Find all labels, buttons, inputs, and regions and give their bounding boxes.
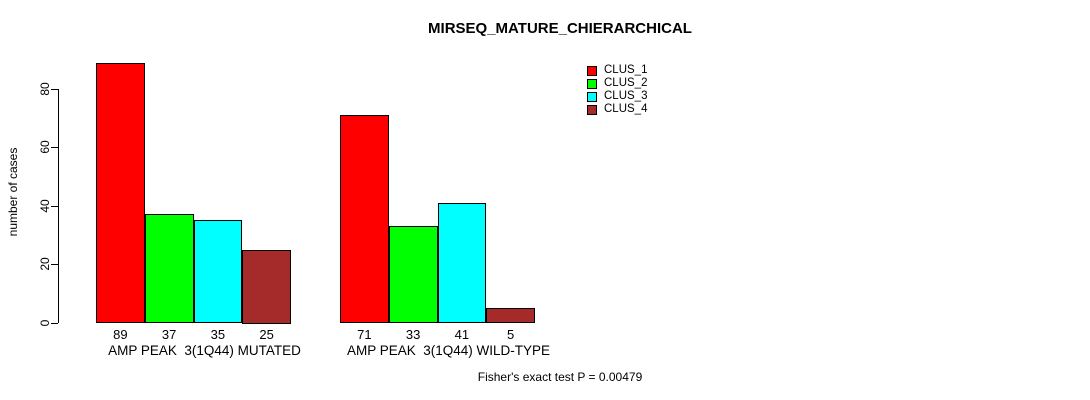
bar-value-label: 41 [454,327,470,342]
bar-value-label: 71 [357,327,372,342]
legend-swatch-clus_2 [587,78,597,89]
legend: CLUS_1 CLUS_2 CLUS_3 CLUS_4 [587,64,647,116]
bar-value-label: 33 [405,327,421,342]
bar-clus_3-group1 [193,220,243,324]
bar-clus_2-group1 [144,214,194,324]
legend-item: CLUS_4 [587,103,647,116]
y-axis-tick-label: 20 [38,257,52,271]
x-axis-group-label: AMP PEAK 3(1Q44) MUTATED [108,343,301,358]
y-axis-tick-label: 40 [38,199,52,213]
y-axis-tick [51,147,58,149]
y-axis-tick-label: 80 [38,82,52,96]
bar-clus_4-group2 [486,307,535,324]
bar-value-label: 89 [113,327,128,342]
y-axis-tick [51,264,58,266]
legend-label: CLUS_3 [604,90,648,102]
legend-item: CLUS_2 [587,77,647,90]
legend-swatch-clus_1 [587,65,597,76]
legend-label: CLUS_1 [604,64,648,76]
legend-swatch-clus_3 [587,91,597,102]
y-axis-tick-label: 60 [38,140,52,154]
fisher-test-annotation: Fisher's exact test P = 0.00479 [477,370,643,384]
legend-label: CLUS_4 [604,103,648,115]
y-axis-tick [51,322,58,324]
bar-value-label: 5 [507,327,515,342]
legend-item: CLUS_3 [587,90,647,103]
legend-swatch-clus_4 [587,104,597,115]
bar-value-label: 37 [161,327,177,342]
y-axis-title: number of cases [6,147,20,237]
bar-clus_2-group2 [388,226,438,324]
y-axis-tick [51,205,58,207]
bar-clus_1-group2 [340,115,389,324]
legend-item: CLUS_1 [587,64,647,77]
y-axis-line [58,88,59,324]
bar-value-label: 25 [259,327,274,342]
y-axis-tick [51,88,58,90]
bar-clus_4-group1 [242,249,291,324]
legend-label: CLUS_2 [604,77,648,89]
y-axis-tick-label: 0 [38,319,52,326]
bar-clus_1-group1 [96,62,145,324]
bar-value-label: 35 [210,327,226,342]
x-axis-group-label: AMP PEAK 3(1Q44) WILD-TYPE [346,343,551,358]
bar-clus_3-group2 [437,202,487,324]
chart-title: MIRSEQ_MATURE_CHIERARCHICAL [428,20,692,37]
